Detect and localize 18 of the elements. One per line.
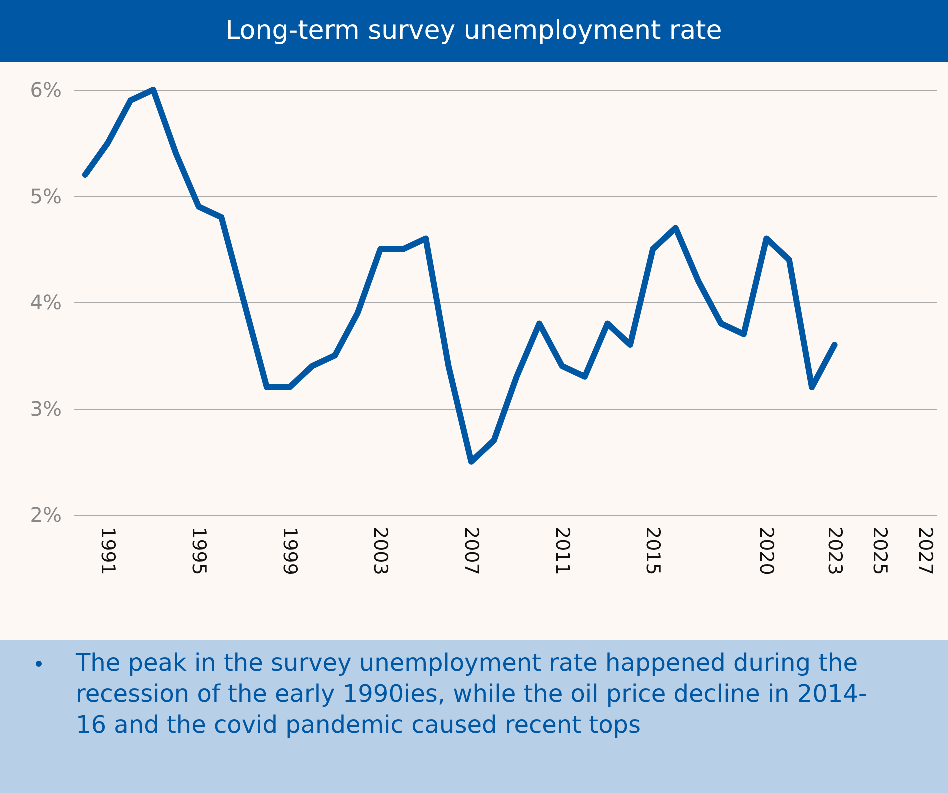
x-tick-label: 2027 xyxy=(914,527,937,576)
text: The peak in the survey unemployment rate happened during the recession of the early 1990ies, while the oil price decline in 2014-16 and the covid pandemic caused recent tops xyxy=(76,648,868,741)
x-tick-label: 1999 xyxy=(278,527,301,576)
x-tick-label: 1991 xyxy=(97,527,120,576)
x-tick-label: 2011 xyxy=(551,527,574,576)
y-tick-label: 6% xyxy=(30,78,62,102)
x-tick-label: 2007 xyxy=(460,527,482,576)
y-tick-label: 4% xyxy=(30,290,62,314)
chart-title: Long-term survey unemployment rate xyxy=(0,0,948,62)
x-tick-label: 2003 xyxy=(370,527,392,576)
x-tick-label: 2025 xyxy=(869,527,892,576)
x-tick-label: 2020 xyxy=(756,527,778,576)
y-tick-label: 5% xyxy=(30,184,62,208)
x-tick-label: 2015 xyxy=(642,527,664,576)
y-tick-label: 3% xyxy=(30,396,62,421)
x-tick-label: 1995 xyxy=(188,527,210,576)
x-tick-label: 2023 xyxy=(824,527,846,576)
y-tick-label: 2% xyxy=(30,503,62,527)
